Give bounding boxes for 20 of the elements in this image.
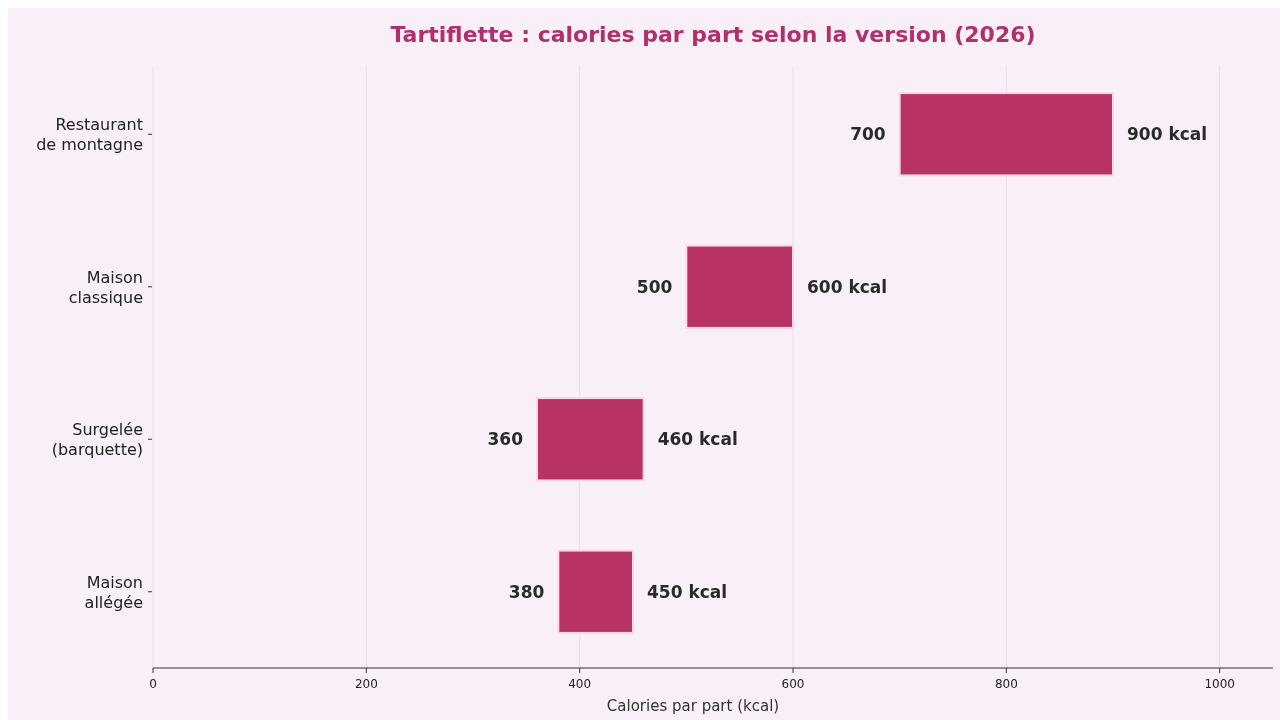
y-tick-label: Maison classique [68,267,143,307]
annotation: 450 kcal [647,581,728,602]
x-tick-label: 200 [354,677,378,691]
x-axis-title: Calories par part (kcal) [606,697,780,715]
y-tick-label: Surgelée (barquette) [51,420,143,460]
x-tick-label: 800 [994,677,1018,691]
annotation: 600 kcal [807,276,888,297]
x-tick-label: 600 [781,677,805,691]
x-tick-label: 1000 [1204,677,1235,691]
annotation: 700 [850,124,886,145]
x-tick-label: 400 [568,677,592,691]
annotation: 500 [636,276,673,297]
y-tick-label: Restaurant de montagne [36,115,143,155]
annotation: 380 [508,581,545,602]
annotation: 360 [487,429,524,450]
x-tick-label: 0 [149,677,157,691]
chart-title: Tartiflette : calories par part selon la version (2026) [390,22,1036,47]
y-tick-label: Maison allégée [84,572,143,612]
annotation: 900 kcal [1127,124,1208,145]
annotation: 460 kcal [657,429,738,450]
